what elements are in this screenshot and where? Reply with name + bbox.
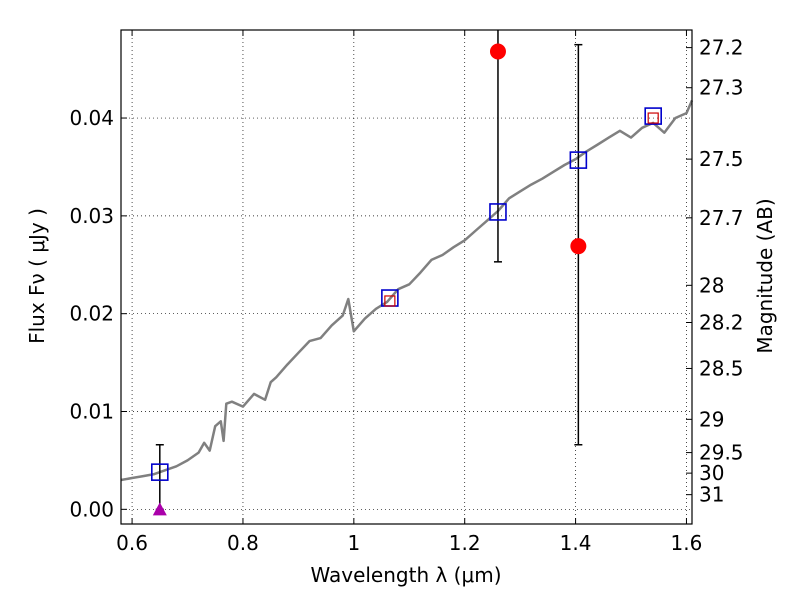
mag-tick-label: 27.7 bbox=[699, 206, 744, 230]
mag-tick-label: 29.5 bbox=[699, 441, 744, 465]
y-axis-label: Flux Fν ( μJy ) bbox=[25, 208, 49, 344]
mag-tick-label: 28.5 bbox=[699, 356, 744, 380]
y-tick-label: 0.01 bbox=[69, 400, 114, 424]
grid bbox=[121, 30, 692, 524]
model-photometry-square bbox=[489, 203, 507, 221]
plot-frame bbox=[120, 29, 693, 525]
observed-photometry-square bbox=[647, 112, 659, 124]
marker-layer bbox=[151, 43, 662, 516]
model-photometry-square bbox=[644, 107, 662, 125]
y-tick-label: 0.04 bbox=[69, 106, 114, 130]
mag-tick-label: 29 bbox=[699, 407, 724, 431]
x-tick-label: 1.4 bbox=[560, 531, 592, 555]
spectrum-line bbox=[120, 99, 694, 482]
y-tick-label: 0.00 bbox=[69, 497, 114, 521]
errorbar-layer bbox=[155, 30, 583, 511]
mag-tick-label: 31 bbox=[699, 483, 724, 507]
mag-tick-label: 28 bbox=[699, 273, 724, 297]
model-photometry-square bbox=[569, 151, 588, 169]
x-tick-label: 1.6 bbox=[671, 531, 703, 555]
x-tick-label: 0.8 bbox=[227, 531, 259, 555]
x-axis-label: Wavelength λ (μm) bbox=[310, 563, 501, 587]
detection-point bbox=[570, 238, 587, 255]
x-tick-label: 0.6 bbox=[116, 531, 148, 555]
x-tick-label: 1 bbox=[347, 531, 360, 555]
mag-tick-label: 27.3 bbox=[699, 76, 744, 100]
upper-limit-triangle bbox=[152, 502, 167, 516]
ticks: 0.6 0.8 1 1.2 1.4 1.6 0.00 0.01 0.02 0.03 0.04 27.2… bbox=[69, 30, 744, 555]
spectrum-layer bbox=[120, 99, 694, 482]
y-tick-label: 0.02 bbox=[69, 302, 114, 326]
y-tick-label: 0.03 bbox=[69, 204, 114, 228]
x-tick-label: 1.2 bbox=[449, 531, 481, 555]
mag-tick-label: 27.5 bbox=[699, 147, 744, 171]
mag-tick-label: 30 bbox=[699, 461, 724, 485]
observed-photometry-square bbox=[384, 295, 396, 307]
mag-tick-label: 27.2 bbox=[699, 36, 744, 60]
right-axis-label: Magnitude (AB) bbox=[753, 198, 777, 353]
detection-point bbox=[489, 43, 506, 60]
model-photometry-square bbox=[151, 463, 169, 481]
mag-tick-label: 28.2 bbox=[699, 310, 744, 334]
